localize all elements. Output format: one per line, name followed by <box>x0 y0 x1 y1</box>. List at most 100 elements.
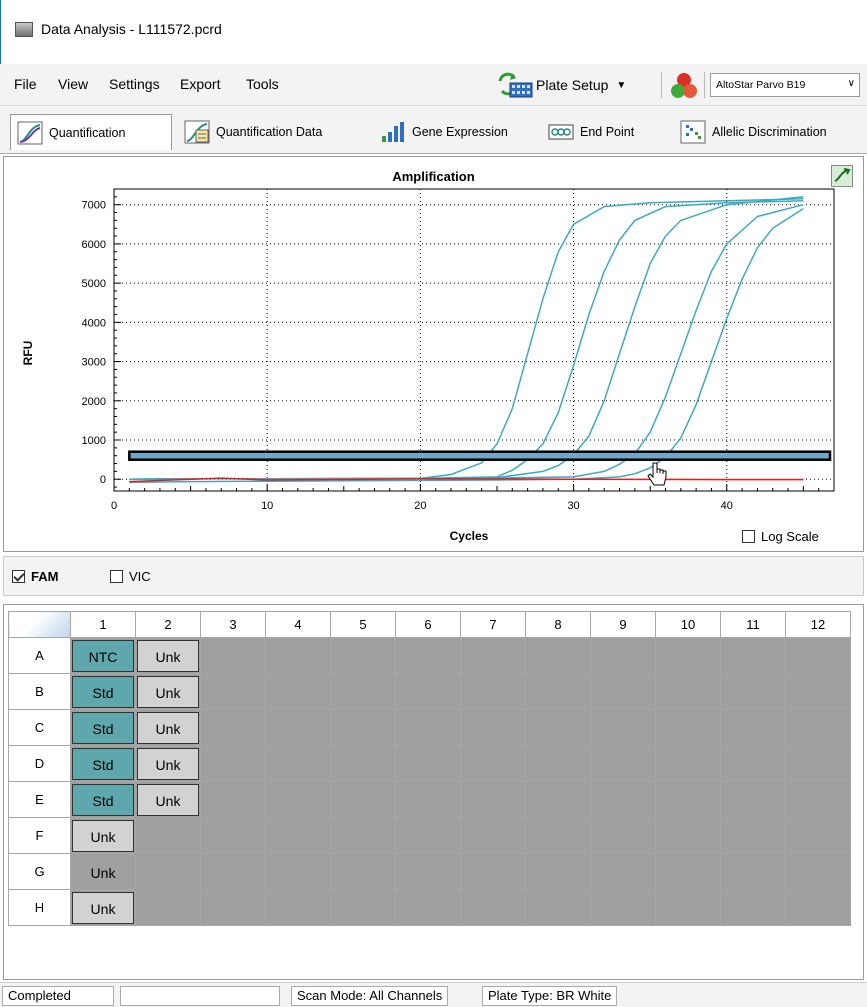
plate-well[interactable] <box>200 745 266 782</box>
amplification-curve[interactable] <box>129 198 804 480</box>
plate-well[interactable] <box>200 781 266 818</box>
menu-view[interactable]: View <box>58 76 89 92</box>
plate-well[interactable] <box>135 889 201 926</box>
plate-well[interactable] <box>525 709 591 746</box>
run-info-icon[interactable] <box>669 72 699 99</box>
plate-well[interactable] <box>785 637 851 674</box>
plate-well[interactable] <box>330 745 396 782</box>
plate-well[interactable] <box>460 745 526 782</box>
plate-well[interactable] <box>590 889 656 926</box>
column-header[interactable]: 10 <box>655 611 721 638</box>
plate-corner[interactable] <box>8 611 71 638</box>
plate-well[interactable] <box>395 673 461 710</box>
plate-well[interactable] <box>720 781 786 818</box>
plate-well[interactable] <box>785 745 851 782</box>
plate-well[interactable] <box>330 709 396 746</box>
plate-well[interactable] <box>265 817 331 854</box>
plate-well[interactable] <box>590 709 656 746</box>
plate-well[interactable] <box>265 637 331 674</box>
row-header[interactable]: F <box>8 817 71 854</box>
chart-zoom-icon[interactable] <box>831 165 853 187</box>
plate-well[interactable] <box>200 853 266 890</box>
plate-well[interactable]: NTC <box>70 637 136 674</box>
plate-well[interactable] <box>590 781 656 818</box>
plate-well[interactable] <box>525 745 591 782</box>
channel-vic[interactable]: VIC <box>110 569 151 584</box>
plate-well[interactable] <box>525 817 591 854</box>
plate-well[interactable]: Unk <box>70 817 136 854</box>
tab-gene-expression[interactable]: Gene Expression <box>374 116 508 148</box>
plate-well[interactable]: Unk <box>135 637 201 674</box>
plate-well[interactable] <box>785 673 851 710</box>
threshold-bar[interactable] <box>128 450 832 461</box>
plate-well[interactable] <box>395 745 461 782</box>
plate-well[interactable] <box>785 709 851 746</box>
plate-well[interactable] <box>265 745 331 782</box>
plate-well[interactable] <box>460 673 526 710</box>
plate-well[interactable] <box>720 745 786 782</box>
plate-well[interactable] <box>395 889 461 926</box>
plate-well[interactable] <box>785 781 851 818</box>
plate-well[interactable] <box>590 673 656 710</box>
plate-well[interactable] <box>720 637 786 674</box>
row-header[interactable]: H <box>8 889 71 926</box>
plate-well[interactable] <box>460 889 526 926</box>
menu-tools[interactable]: Tools <box>246 76 279 92</box>
plate-well[interactable] <box>525 637 591 674</box>
plate-well[interactable] <box>460 781 526 818</box>
plate-well[interactable] <box>525 889 591 926</box>
plate-well[interactable] <box>655 853 721 890</box>
plate-well[interactable] <box>330 637 396 674</box>
plate-well[interactable]: Unk <box>135 745 201 782</box>
plate-well[interactable] <box>200 637 266 674</box>
plate-well[interactable] <box>460 817 526 854</box>
row-header[interactable]: B <box>8 673 71 710</box>
column-header[interactable]: 4 <box>265 611 331 638</box>
plate-well[interactable] <box>460 709 526 746</box>
tab-end-point[interactable]: End Point <box>542 116 634 148</box>
plate-well[interactable] <box>720 889 786 926</box>
plate-well[interactable] <box>395 781 461 818</box>
menu-settings[interactable]: Settings <box>109 76 160 92</box>
plate-well[interactable] <box>655 745 721 782</box>
plate-well[interactable] <box>330 817 396 854</box>
plate-well[interactable] <box>330 781 396 818</box>
column-header[interactable]: 12 <box>785 611 851 638</box>
column-header[interactable]: 8 <box>525 611 591 638</box>
channel-fam-checkbox[interactable] <box>12 570 25 583</box>
plate-well[interactable] <box>720 853 786 890</box>
ntc-curve[interactable] <box>129 477 804 483</box>
plate-well[interactable] <box>655 637 721 674</box>
plate-well[interactable] <box>655 817 721 854</box>
plate-well[interactable] <box>135 853 201 890</box>
plate-well[interactable]: Std <box>70 781 136 818</box>
channel-vic-checkbox[interactable] <box>110 570 123 583</box>
column-header[interactable]: 9 <box>590 611 656 638</box>
plate-well[interactable] <box>785 889 851 926</box>
plate-well[interactable] <box>525 781 591 818</box>
column-header[interactable]: 5 <box>330 611 396 638</box>
plate-well[interactable] <box>265 673 331 710</box>
plate-well[interactable] <box>590 637 656 674</box>
plate-setup-button[interactable]: Plate Setup ▼ <box>496 70 626 100</box>
plate-well[interactable] <box>525 673 591 710</box>
plate-well[interactable]: Unk <box>70 889 136 926</box>
plate-well[interactable] <box>330 853 396 890</box>
log-scale-toggle[interactable]: Log Scale <box>742 529 819 544</box>
assay-select[interactable]: AltoStar Parvo B19 ∨ <box>710 73 860 97</box>
plate-well[interactable]: Unk <box>135 673 201 710</box>
column-header[interactable]: 11 <box>720 611 786 638</box>
plate-well[interactable] <box>785 853 851 890</box>
plate-well[interactable] <box>590 853 656 890</box>
plate-well[interactable] <box>330 673 396 710</box>
plate-well[interactable] <box>655 781 721 818</box>
plate-well[interactable] <box>265 781 331 818</box>
column-header[interactable]: 6 <box>395 611 461 638</box>
column-header[interactable]: 7 <box>460 611 526 638</box>
plate-well[interactable] <box>655 889 721 926</box>
plate-well[interactable] <box>265 853 331 890</box>
plate-well[interactable] <box>785 817 851 854</box>
menu-file[interactable]: File <box>14 76 37 92</box>
threshold-line[interactable] <box>128 450 832 461</box>
